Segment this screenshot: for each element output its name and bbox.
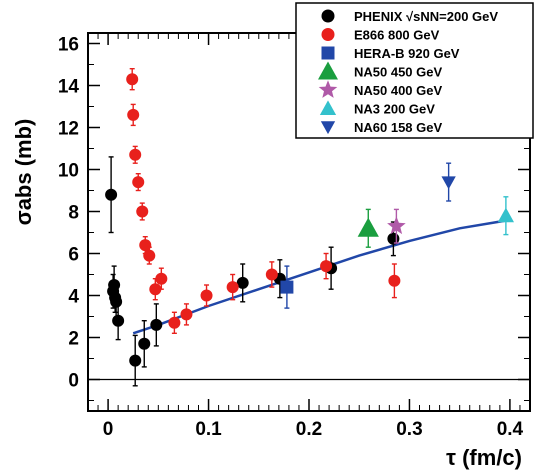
data-point [388,274,401,287]
data-point [149,283,162,296]
legend-label: PHENIX √sNN=200 GeV [354,9,498,24]
legend-marker [318,61,338,80]
series-6 [441,162,456,202]
legend-marker [321,9,335,23]
x-tick-label: 0.2 [296,419,322,440]
data-point [138,337,151,350]
data-point [127,108,140,121]
y-tick-label: 4 [68,287,79,308]
legend-marker [319,100,337,115]
y-tick-label: 16 [58,35,79,56]
data-point [497,207,515,223]
data-point [236,276,249,289]
legend-marker [318,80,338,98]
data-point [441,176,456,190]
y-axis-label: σabs (mb) [11,119,36,226]
y-tick-label: 12 [58,119,79,140]
legend-label: HERA-B 920 GeV [354,46,460,61]
legend-marker [321,28,335,41]
x-tick-label: 0.4 [497,419,524,440]
y-tick-label: 10 [58,161,79,182]
data-point [387,216,406,235]
series-1 [126,67,401,334]
x-tick-label: 0.1 [195,419,222,440]
y-tick-label: 6 [68,245,79,266]
data-point [105,188,118,201]
legend-label: E866 800 GeV [354,28,440,43]
data-point [150,318,163,331]
legend: PHENIX √sNN=200 GeV E866 800 GeV HERA-B 92… [295,2,534,139]
y-tick-label: 8 [68,203,79,224]
x-tick-label: 0.3 [396,419,422,440]
data-point [143,249,156,262]
series-0 [105,156,400,387]
data-point [320,260,333,273]
legend-label: NA50 450 GeV [354,65,442,80]
data-point [226,281,239,294]
data-point [357,217,379,237]
legend-box [295,2,534,139]
x-axis-label: τ (fm/c) [446,445,522,470]
series-4 [387,208,406,244]
legend-label: NA60 158 GeV [354,120,442,135]
data-point [168,316,181,329]
data-point [136,205,149,218]
data-point [132,176,145,189]
data-point [139,239,152,252]
y-tick-label: 0 [68,371,79,392]
data-point [112,314,125,327]
data-point [129,148,142,161]
series-2 [280,265,294,309]
data-point [155,272,168,285]
legend-marker [320,121,336,135]
data-point [200,289,213,302]
x-tick-label: 0 [103,419,114,440]
data-point [126,73,139,86]
y-tick-label: 14 [58,77,80,98]
data-point [129,354,142,367]
data-point [265,268,278,281]
data-point [280,280,294,294]
data-points [105,67,515,387]
series-5 [497,196,515,236]
series-3 [357,208,379,248]
legend-label: NA3 200 GeV [354,102,435,117]
data-point [180,308,193,321]
legend-label: NA50 400 GeV [354,83,442,98]
legend-marker [321,46,335,60]
y-tick-label: 2 [68,329,79,350]
